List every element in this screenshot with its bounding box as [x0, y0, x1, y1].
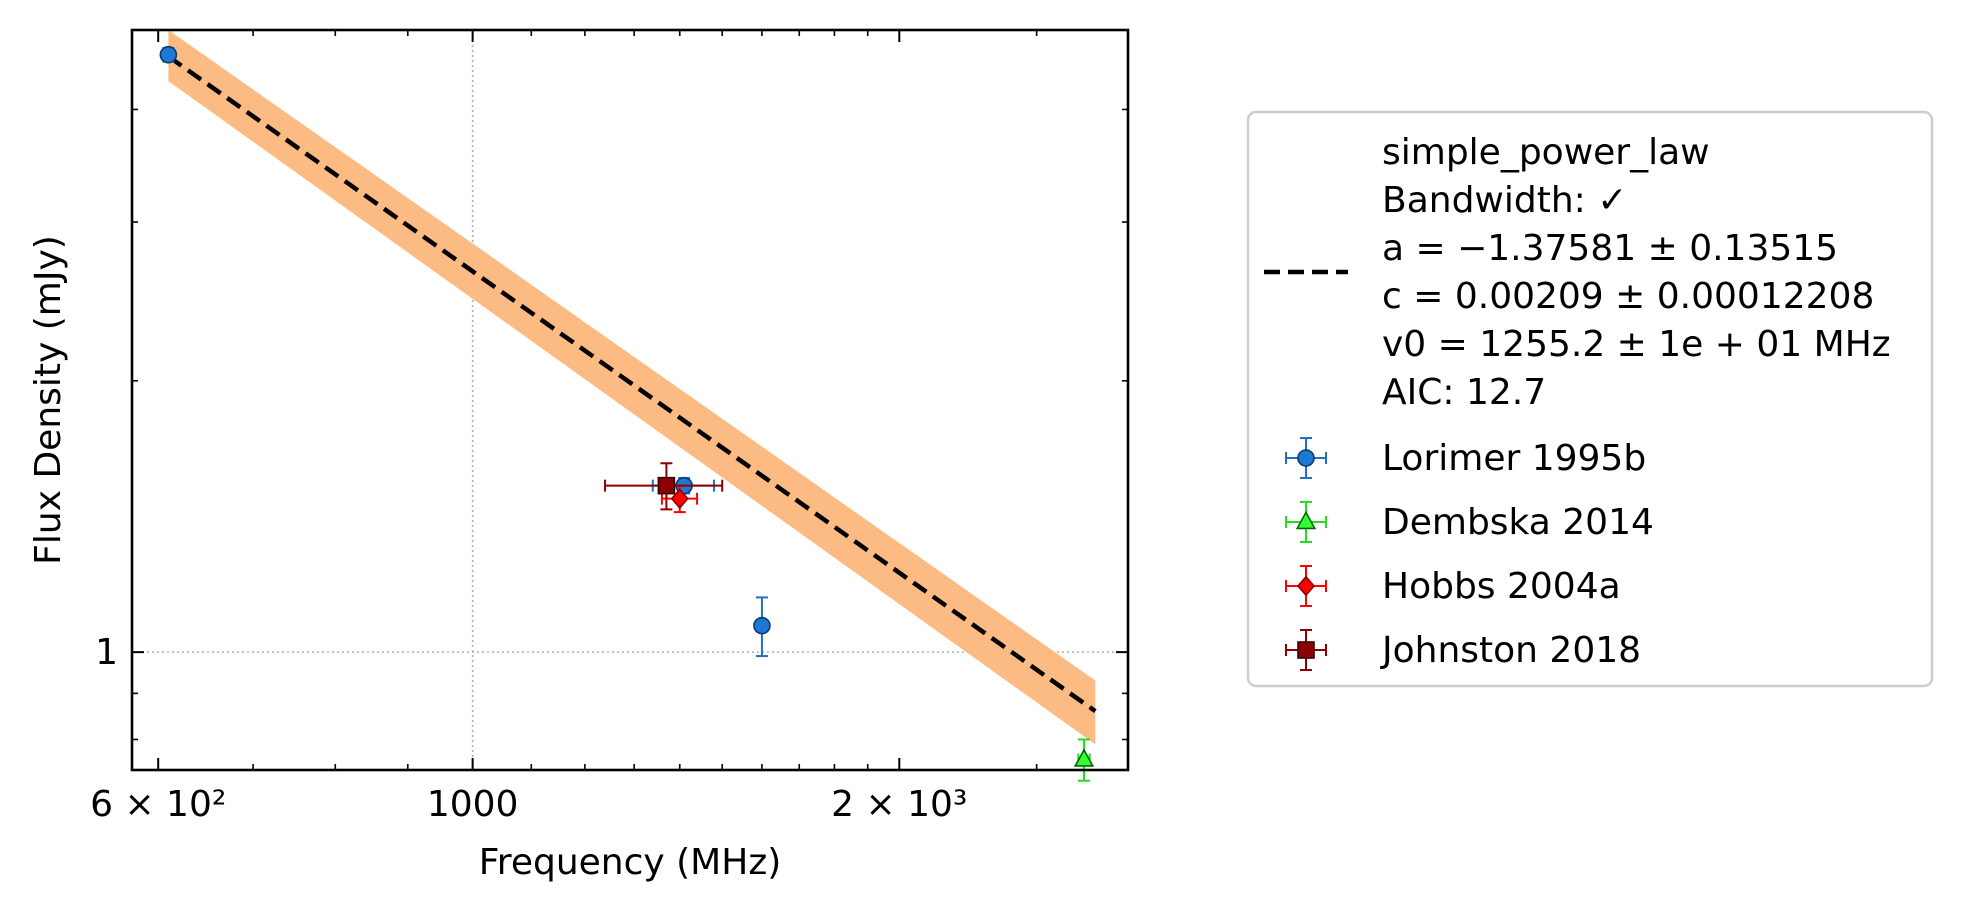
legend-label: Hobbs 2004a [1382, 566, 1621, 607]
legend-entry-fit: simple_power_law Bandwidth: ✓ a = −1.37581… [1264, 132, 1891, 413]
x-tick-label: 2 × 10³ [831, 784, 967, 825]
data-point [657, 476, 676, 495]
legend-label: Johnston 2018 [1380, 630, 1641, 671]
data-points [159, 45, 1095, 782]
plot-frame [130, 28, 1130, 772]
legend-entry: Dembska 2014 [1285, 501, 1654, 543]
axis-ticks: 6 × 10² 1000 2 × 10³ 1 [90, 30, 1128, 825]
x-tick-label: 1000 [427, 784, 519, 825]
grid-lines [132, 30, 1128, 770]
data-point [1073, 748, 1095, 767]
legend-box [1246, 110, 1934, 688]
y-axis-label: Flux Density (mJy) [28, 235, 69, 565]
fit-uncertainty-band [168, 30, 1096, 745]
data-point [753, 616, 771, 635]
x-tick-label: 6 × 10² [90, 784, 226, 825]
legend-fit-label-line: c = 0.00209 ± 0.00012208 [1382, 276, 1874, 317]
legend-marker [1295, 510, 1317, 530]
y-tick-label: 1 [95, 632, 118, 673]
legend-label: Lorimer 1995b [1382, 438, 1646, 479]
legend-marker [1297, 641, 1315, 659]
data-point [159, 45, 178, 64]
legend-label: Dembska 2014 [1382, 502, 1654, 543]
legend-marker [1297, 449, 1315, 467]
legend-marker [1296, 575, 1316, 597]
legend-entry: Lorimer 1995b [1285, 437, 1646, 479]
x-axis-label: Frequency (MHz) [479, 842, 782, 883]
legend-entry: Hobbs 2004a [1285, 565, 1621, 607]
fit-line-group [167, 54, 1097, 714]
legend-fit-label-line: AIC: 12.7 [1382, 372, 1546, 413]
data-point [670, 488, 689, 510]
legend-fit-label-line: v0 = 1255.2 ± 1e + 01 MHz [1382, 324, 1891, 365]
legend-fit-label-line: a = −1.37581 ± 0.13515 [1382, 228, 1838, 269]
legend-entry: Johnston 2018 [1285, 629, 1641, 671]
legend-fit-label-line: simple_power_law [1382, 132, 1710, 173]
legend-fit-label-line: Bandwidth: ✓ [1382, 180, 1627, 221]
legend: simple_power_law Bandwidth: ✓ a = −1.37581… [1246, 110, 1934, 688]
fit-line [167, 54, 1097, 714]
fit-uncertainty-band-group [168, 30, 1096, 745]
